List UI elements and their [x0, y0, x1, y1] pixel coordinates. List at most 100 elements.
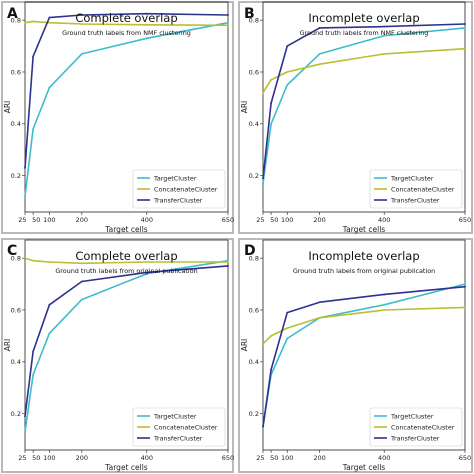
y-tick-label: 0.4 [249, 358, 259, 366]
series-line-transfercluster [24, 12, 229, 169]
panel-subtitle: Ground truth labels from original public… [55, 267, 197, 275]
series-line-concatenatecluster [24, 20, 229, 27]
data-point [227, 21, 229, 24]
legend-label: TargetCluster [153, 412, 197, 420]
legend-box [369, 169, 463, 209]
data-point [227, 265, 229, 267]
data-point [80, 52, 83, 55]
x-tick-label: 400 [378, 454, 390, 462]
data-point [145, 23, 148, 26]
data-point [145, 12, 148, 15]
panel-title: Complete overlap [75, 11, 177, 25]
panel-c: 0.2 0.4 0.6 0.8 25 50 100 200 400 650 Target cells… [1, 238, 234, 473]
series-line-concatenatecluster [262, 47, 466, 94]
data-point [464, 27, 466, 29]
x-tick-label: 50 [32, 216, 40, 224]
x-tick-label: 400 [141, 454, 153, 462]
x-tick-label: 50 [270, 454, 278, 462]
x-tick-label: 25 [256, 216, 264, 224]
data-point [32, 373, 35, 376]
plot-area [24, 1, 229, 213]
data-point [227, 261, 229, 263]
data-point [24, 21, 26, 24]
legend-label: TargetCluster [390, 174, 434, 182]
data-point [24, 430, 26, 433]
y-tick-label: 0.4 [11, 120, 21, 128]
x-tick-label: 400 [141, 216, 153, 224]
data-point [145, 37, 148, 40]
panel-subtitle: Ground truth labels from original public… [293, 267, 435, 275]
panel-title: Incomplete overlap [308, 11, 419, 25]
data-point [270, 102, 272, 105]
data-point [48, 86, 51, 89]
panel-letter: B [244, 6, 255, 22]
data-point [383, 303, 386, 306]
series-line-targetcluster [262, 27, 466, 185]
x-tick-label: 650 [459, 454, 471, 462]
y-tick-label: 0.2 [11, 172, 21, 180]
data-point [270, 368, 272, 371]
legend-label: TransferCluster [153, 434, 203, 442]
y-tick-label: 0.4 [11, 358, 21, 366]
plot-area [24, 239, 229, 451]
data-point [270, 122, 272, 125]
data-point [383, 52, 386, 55]
data-point [24, 415, 26, 418]
y-axis-label: ARI [3, 339, 12, 352]
legend-label: ConcatenateCluster [391, 185, 455, 193]
panel-d: 0.2 0.4 0.6 0.8 25 50 100 200 400 650 Target cells… [238, 238, 473, 473]
y-tick-label: 0.6 [249, 68, 259, 76]
series-line-transfercluster [262, 23, 466, 180]
data-point [227, 259, 229, 262]
y-tick-label: 0.8 [249, 16, 259, 24]
data-point [32, 259, 35, 262]
y-tick-label: 0.6 [249, 306, 259, 314]
y-tick-label: 0.8 [11, 254, 21, 262]
x-tick-label: 100 [281, 216, 293, 224]
legend-label: ConcatenateCluster [154, 185, 218, 193]
panel-letter: C [7, 243, 17, 259]
data-point [286, 337, 289, 340]
x-tick-label: 100 [43, 454, 55, 462]
legend: TargetCluster ConcatenateCluster TransferC… [369, 169, 463, 209]
x-tick-label: 100 [43, 216, 55, 224]
plot-area [262, 1, 466, 213]
data-point [318, 301, 321, 304]
legend-box [132, 407, 226, 447]
legend-label: TransferCluster [153, 196, 203, 204]
data-point [318, 63, 321, 66]
y-tick-label: 0.2 [249, 172, 259, 180]
panel-letter: D [244, 243, 256, 259]
data-point [464, 285, 466, 288]
y-tick-label: 0.6 [11, 306, 21, 314]
legend-label: TargetCluster [153, 174, 197, 182]
data-point [318, 52, 321, 55]
x-tick-label: 200 [313, 216, 325, 224]
data-point [286, 45, 289, 47]
series-line-concatenatecluster [24, 257, 229, 265]
data-point [262, 177, 264, 180]
y-axis-label: ARI [240, 101, 249, 114]
data-point [48, 332, 51, 335]
data-point [286, 327, 289, 330]
data-point [80, 23, 83, 25]
data-point [262, 342, 264, 345]
data-point [262, 91, 264, 94]
x-axis-label: Target cells [342, 463, 385, 472]
y-tick-label: 0.4 [249, 120, 259, 128]
data-point [464, 23, 466, 25]
x-axis-label: Target cells [104, 225, 147, 234]
panel-a: 0.2 0.4 0.6 0.8 25 50 100 200 400 650 Target cells… [1, 1, 234, 234]
data-point [464, 283, 466, 285]
data-point [32, 20, 35, 23]
data-point [32, 350, 35, 353]
data-point [32, 128, 35, 130]
series-line-transfercluster [262, 285, 466, 428]
data-point [24, 195, 26, 198]
data-point [48, 16, 51, 19]
data-point [227, 14, 229, 16]
legend: TargetCluster ConcatenateCluster TransferC… [132, 407, 226, 447]
y-tick-label: 0.2 [11, 410, 21, 418]
data-point [383, 309, 386, 311]
data-point [464, 47, 466, 50]
